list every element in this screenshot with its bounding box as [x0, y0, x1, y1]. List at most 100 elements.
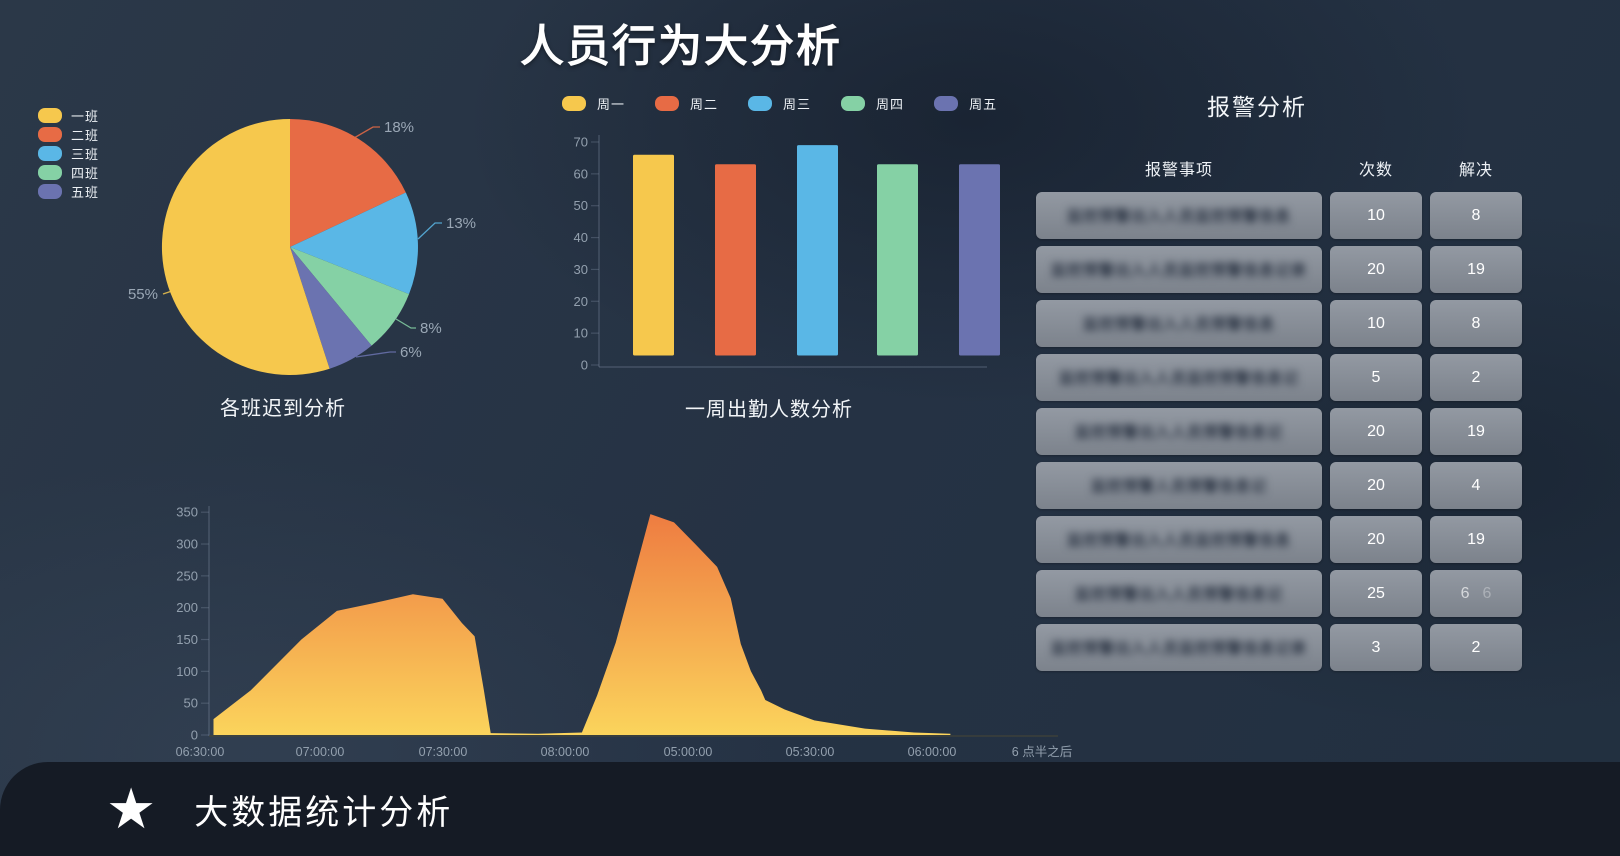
- blurred-alarm-text: 监控预警出入人员监控预警信息记录: [1050, 262, 1307, 279]
- bar-legend-item[interactable]: 周二: [655, 94, 718, 113]
- bar-legend-item[interactable]: 周五: [934, 94, 997, 113]
- alarm-solve-cell: 8: [1430, 192, 1522, 239]
- pie-label-line: [353, 126, 380, 139]
- legend-swatch: [934, 96, 959, 111]
- pie-slice-四班[interactable]: [290, 247, 409, 346]
- bar-周三[interactable]: [797, 145, 838, 356]
- pie-slice-一班[interactable]: [161, 119, 330, 375]
- area-xtick-label: 6 点半之后: [1012, 745, 1072, 759]
- area-ytick-label: 50: [184, 696, 198, 711]
- alarm-panel-title: 报警分析: [1207, 94, 1307, 120]
- bar-ytick-label: 70: [574, 135, 588, 150]
- alarm-item-cell: 监控预警人员预警信息记: [1036, 462, 1322, 509]
- alarm-times-cell: 20: [1330, 408, 1422, 455]
- blurred-alarm-text: 监控预警出入人员预警信息记: [1074, 586, 1283, 603]
- pie-legend: 一班二班三班四班五班: [38, 108, 99, 203]
- bar-ytick-label: 30: [574, 262, 588, 277]
- blurred-alarm-text: 监控预警人员预警信息记: [1090, 478, 1267, 495]
- area-ytick-label: 300: [176, 537, 198, 552]
- bar-legend-item[interactable]: 周三: [748, 94, 811, 113]
- pie-label-line: [162, 289, 176, 295]
- legend-label: 一班: [71, 109, 100, 124]
- legend-label: 周四: [876, 97, 905, 112]
- area-chart[interactable]: 0 50 100 150 200 250 300 350 06:30:00 07:00:00 07:…: [140, 478, 1085, 768]
- bar-周二[interactable]: [715, 164, 756, 356]
- pie-legend-item[interactable]: 二班: [38, 127, 100, 143]
- alarm-solve-cell: 2: [1430, 624, 1522, 671]
- pie-legend-item[interactable]: 一班: [38, 108, 100, 124]
- pie-percent-label: 8%: [420, 320, 442, 337]
- area-xtick-label: 05:00:00: [664, 745, 713, 759]
- legend-swatch: [38, 108, 62, 123]
- alarm-times-cell: 10: [1330, 300, 1422, 347]
- legend-swatch: [38, 184, 62, 199]
- pie-label-line: [417, 222, 442, 240]
- alarm-item-cell: 监控预警出入人员预警信息: [1036, 300, 1322, 347]
- legend-swatch: [655, 96, 680, 111]
- page-title: 人员行为大分析: [520, 22, 842, 71]
- legend-label: 五班: [71, 185, 100, 200]
- area-ytick-label: 150: [176, 632, 198, 647]
- bar-legend-item[interactable]: 周四: [841, 94, 904, 113]
- alarm-solve-cell: 19: [1430, 516, 1522, 563]
- alarm-times-cell: 5: [1330, 354, 1422, 401]
- pie-slice-二班[interactable]: [290, 119, 406, 247]
- blurred-alarm-text: 监控预警出入人员监控预警信息: [1066, 208, 1291, 225]
- alarm-times-cell: 25: [1330, 570, 1422, 617]
- alarm-item-cell: 监控预警出入人员监控预警信息: [1036, 192, 1322, 239]
- pie-percent-label: 55%: [128, 286, 158, 303]
- blurred-alarm-text: 监控预警出入人员监控预警信息: [1066, 532, 1291, 549]
- alarm-solve-cell: 2: [1430, 354, 1522, 401]
- alarm-solve-cell: 4: [1430, 462, 1522, 509]
- pie-legend-item[interactable]: 五班: [38, 184, 100, 200]
- star-icon: ★: [106, 777, 157, 840]
- area-series[interactable]: [213, 514, 951, 735]
- legend-swatch: [841, 96, 866, 111]
- blurred-alarm-text: 监控预警出入人员监控预警信息记: [1058, 370, 1299, 387]
- alarm-times-cell: 10: [1330, 192, 1422, 239]
- pie-percent-label: 6%: [400, 344, 422, 361]
- bar-ytick-label: 60: [574, 166, 588, 181]
- alarm-item-cell: 监控预警出入人员监控预警信息: [1036, 516, 1322, 563]
- legend-label: 四班: [71, 166, 100, 181]
- footer-title: 大数据统计分析: [194, 793, 454, 832]
- alarm-table: 监控预警出入人员监控预警信息 10 8 监控预警出入人员监控预警信息记录 20 19 监控预…: [1036, 192, 1522, 671]
- pie-slice-五班[interactable]: [290, 247, 372, 369]
- blurred-alarm-text: 监控预警出入人员监控预警信息记录: [1050, 640, 1307, 657]
- bar-chart[interactable]: 0 10 20 30 40 50 60 70: [555, 123, 1000, 378]
- alarm-solve-cell: 8: [1430, 300, 1522, 347]
- legend-label: 周二: [690, 97, 719, 112]
- bar-周五[interactable]: [959, 164, 1000, 356]
- legend-swatch: [562, 96, 586, 111]
- pie-slice-三班[interactable]: [290, 192, 418, 295]
- alarm-solve-cell: 19: [1430, 246, 1522, 293]
- area-xtick-label: 07:30:00: [419, 745, 468, 759]
- alarm-item-cell: 监控预警出入人员监控预警信息记录: [1036, 246, 1322, 293]
- pie-legend-item[interactable]: 三班: [38, 146, 99, 162]
- area-ytick-label: 350: [176, 505, 198, 520]
- bar-周一[interactable]: [633, 154, 674, 356]
- pie-label-line: [355, 351, 396, 358]
- alarm-item-cell: 监控预警出入人员监控预警信息记: [1036, 354, 1322, 401]
- alarm-times-cell: 20: [1330, 246, 1422, 293]
- bar-ytick-label: 40: [574, 230, 588, 245]
- pie-chart[interactable]: 18% 13% 8% 6% 55%: [85, 100, 555, 390]
- alarm-times-cell: 20: [1330, 516, 1422, 563]
- legend-label: 周一: [597, 97, 626, 112]
- bar-legend: 周一 周二 周三 周四 周五: [562, 94, 997, 113]
- legend-label: 二班: [71, 128, 100, 143]
- legend-swatch: [38, 146, 62, 161]
- pie-legend-item[interactable]: 四班: [38, 165, 100, 181]
- bar-legend-item[interactable]: 周一: [562, 94, 625, 113]
- area-xtick-label: 06:00:00: [908, 745, 957, 759]
- bar-ytick-label: 0: [581, 358, 588, 373]
- area-ytick-label: 250: [176, 568, 198, 583]
- area-ytick-label: 100: [176, 664, 198, 679]
- legend-swatch: [38, 165, 62, 180]
- bar-周四[interactable]: [877, 164, 918, 356]
- legend-swatch: [38, 127, 62, 142]
- blurred-alarm-text: 监控预警出入人员预警信息: [1082, 316, 1275, 333]
- alarm-item-cell: 监控预警出入人员预警信息记: [1036, 570, 1322, 617]
- footer-bar: ★ 大数据统计分析: [0, 762, 1620, 856]
- bar-ytick-label: 10: [574, 326, 588, 341]
